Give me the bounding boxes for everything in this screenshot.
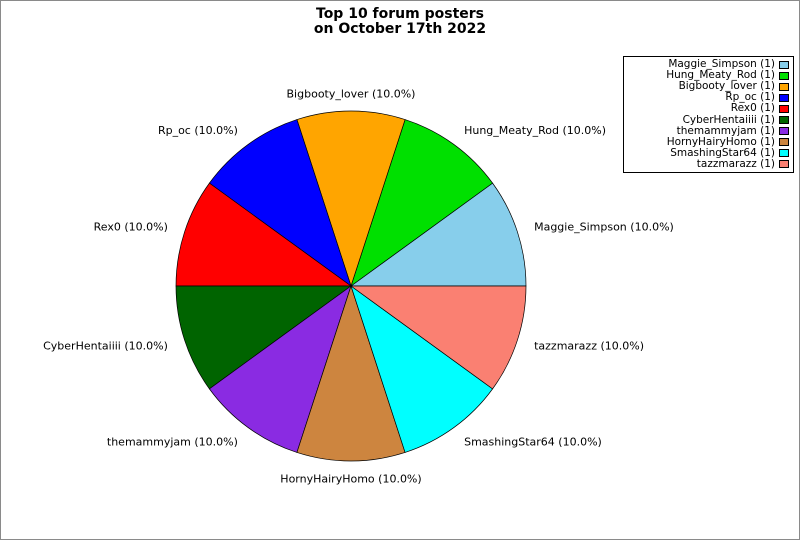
legend-entry-smashingstar64: SmashingStar64 (1): [626, 146, 789, 159]
slice-label-hung_meaty_rod: Hung_Meaty_Rod (10.0%): [464, 124, 606, 137]
pie-slice-smashingstar64: [350, 285, 493, 453]
legend-label: CyberHentaiiii (1): [682, 113, 775, 126]
pie-slice-themammyjam: [209, 285, 352, 453]
legend-entry-bigbooty_lover: Bigbooty_lover (1): [626, 81, 789, 92]
slice-label-hornyhairyhomo: HornyHairyHomo (10.0%): [280, 472, 421, 485]
slice-label-smashingstar64: SmashingStar64 (10.0%): [464, 436, 602, 449]
pie-slice-hornyhairyhomo: [296, 285, 406, 462]
legend-swatch-icon: [779, 71, 789, 80]
chart-title-line2: on October 17th 2022: [313, 21, 487, 37]
legend-swatch-icon: [779, 160, 789, 169]
slice-label-cyberhentaiiii: CyberHentaiiii (10.0%): [43, 339, 168, 352]
pie-slice-rp_oc: [209, 119, 352, 287]
legend-label: SmashingStar64 (1): [670, 146, 775, 159]
legend-swatch-icon: [779, 138, 789, 147]
legend-entry-rp_oc: Rp_oc (1): [626, 92, 789, 103]
chart-title: Top 10 forum posters on October 17th 202…: [1, 7, 799, 37]
legend-swatch-icon: [779, 127, 789, 136]
slice-label-themammyjam: themammyjam (10.0%): [107, 436, 238, 449]
legend-swatch-icon: [779, 104, 789, 113]
legend-swatch-icon: [779, 116, 789, 125]
slice-label-maggie_simpson: Maggie_Simpson (10.0%): [534, 220, 674, 233]
legend-label: Rp_oc (1): [725, 91, 775, 104]
legend-swatch-icon: [779, 82, 789, 91]
legend-label: themammyjam (1): [676, 124, 775, 137]
legend-entry-rex0: Rex0 (1): [626, 103, 789, 114]
pie-slice-hung_meaty_rod: [350, 119, 493, 287]
chart-title-line1: Top 10 forum posters: [316, 6, 484, 22]
legend-box: Maggie_Simpson (1) Hung_Meaty_Rod (1) Bigb…: [623, 56, 794, 173]
legend-label: HornyHairyHomo (1): [666, 135, 775, 148]
legend-label: Bigbooty_lover (1): [678, 80, 775, 93]
legend-entry-hung_meaty_rod: Hung_Meaty_Rod (1): [626, 70, 789, 81]
legend-label: Hung_Meaty_Rod (1): [666, 69, 775, 82]
legend-swatch-icon: [779, 149, 789, 158]
legend-label: Rex0 (1): [730, 102, 775, 115]
legend-entry-hornyhairyhomo: HornyHairyHomo (1): [626, 135, 789, 148]
pie-slice-maggie_simpson: [350, 182, 527, 287]
legend-entry-cyberhentaiiii: CyberHentaiiii (1): [626, 113, 789, 126]
legend-entry-tazzmarazz: tazzmarazz (1): [626, 157, 789, 170]
legend-swatch-icon: [779, 60, 789, 69]
slice-label-rp_oc: Rp_oc (10.0%): [158, 124, 238, 137]
slice-label-rex0: Rex0 (10.0%): [94, 220, 168, 233]
legend-label: tazzmarazz (1): [696, 157, 775, 170]
legend-entry-themammyjam: themammyjam (1): [626, 124, 789, 137]
pie-slice-tazzmarazz: [350, 285, 527, 390]
pie-slice-cyberhentaiiii: [175, 285, 352, 390]
legend-swatch-icon: [779, 93, 789, 102]
slice-label-bigbooty_lover: Bigbooty_lover (10.0%): [287, 87, 416, 100]
pie-slice-bigbooty_lover: [296, 110, 406, 287]
pie-slice-rex0: [175, 182, 352, 287]
slice-label-tazzmarazz: tazzmarazz (10.0%): [534, 339, 644, 352]
legend-entry-maggie_simpson: Maggie_Simpson (1): [626, 59, 789, 70]
legend-label: Maggie_Simpson (1): [668, 58, 775, 71]
